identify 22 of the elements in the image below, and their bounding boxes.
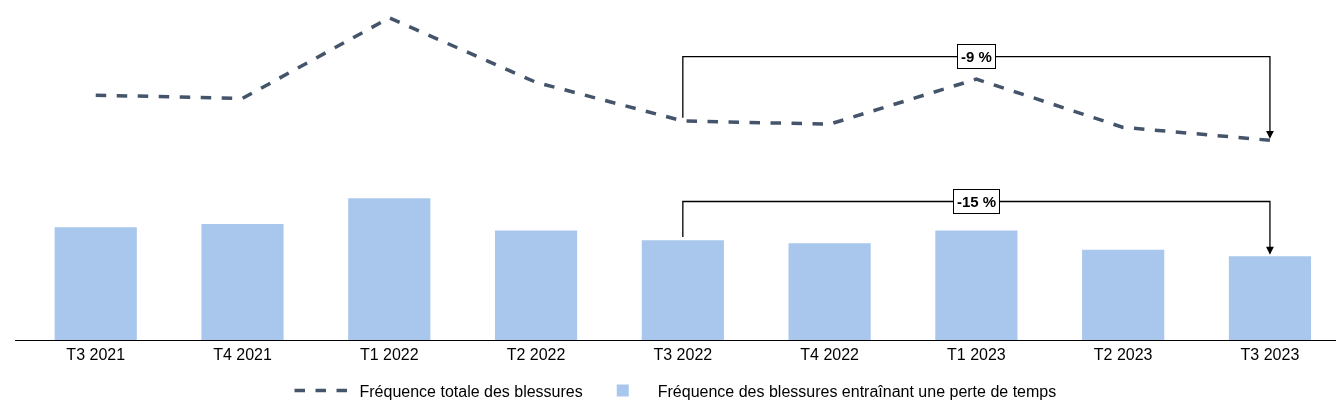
x-tick-label: T4 2022 bbox=[800, 346, 860, 364]
x-tick-label: T2 2023 bbox=[1093, 346, 1153, 364]
x-tick-label: T3 2023 bbox=[1240, 346, 1300, 364]
bar bbox=[348, 198, 431, 340]
bar bbox=[54, 227, 137, 340]
bar bbox=[641, 240, 724, 340]
bar bbox=[788, 243, 871, 340]
bar bbox=[1228, 256, 1312, 340]
x-tick-label: T2 2022 bbox=[506, 346, 566, 364]
annotation: -9 % bbox=[961, 48, 992, 65]
legend-label: Fréquence des blessures entraînant une perte de temps bbox=[657, 382, 1057, 400]
legend-label: Fréquence totale des blessures bbox=[359, 382, 583, 400]
bar bbox=[1082, 249, 1165, 340]
bar bbox=[201, 224, 284, 340]
x-tick-label: T4 2021 bbox=[213, 346, 272, 364]
annotation: -15 % bbox=[957, 193, 997, 210]
x-tick-label: T1 2023 bbox=[947, 346, 1006, 364]
bar bbox=[935, 230, 1018, 340]
bar bbox=[494, 230, 578, 340]
x-tick-label: T1 2022 bbox=[359, 346, 419, 364]
x-tick-label: T3 2021 bbox=[66, 346, 126, 364]
x-tick-label: T3 2022 bbox=[653, 346, 713, 364]
